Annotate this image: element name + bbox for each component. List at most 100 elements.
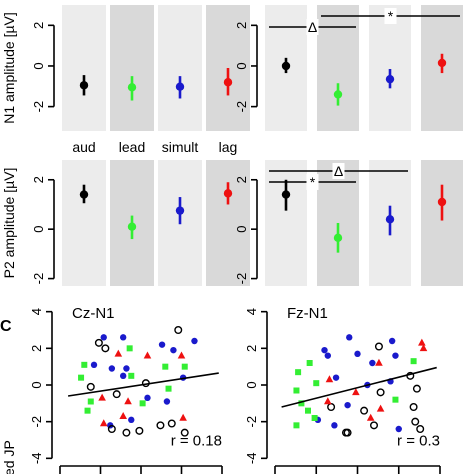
condition-strip-lead — [317, 5, 359, 131]
y-tick-label: -2 — [244, 416, 259, 428]
scatter-point-square — [392, 396, 399, 403]
scatter-point-filled-circle — [144, 394, 151, 402]
condition-label-lag: lag — [219, 139, 238, 155]
scatter-point-open-circle — [107, 425, 116, 434]
condition-strip-aud — [265, 160, 307, 286]
scatter-point-square — [87, 398, 94, 405]
scatter-point-open-circle — [156, 421, 165, 430]
y-tick-label: 2 — [234, 176, 249, 183]
y-tick-label: -2 — [234, 273, 249, 285]
panel-letter: C — [0, 318, 12, 335]
scatter-point-filled-circle — [163, 398, 171, 405]
mean-point-lead — [127, 222, 137, 231]
scatter-point-filled-circle — [90, 361, 98, 369]
y-tick-label: 0 — [29, 381, 44, 388]
scatter-point-square — [139, 400, 146, 407]
scatter-point-filled-circle — [331, 422, 338, 429]
condition-strip-lag — [206, 160, 250, 286]
y-tick-label: 0 — [234, 226, 249, 233]
scatter-point-filled-circle — [324, 352, 331, 359]
y-tick-label: 4 — [244, 308, 259, 315]
scatter-point-square — [293, 422, 300, 429]
scatter-point-filled-circle — [369, 359, 376, 367]
scatter-point-triangle — [418, 338, 426, 346]
correlation-label: r = 0.3 — [397, 433, 440, 450]
y-axis-label: N1 amplitude [µV] — [1, 12, 17, 124]
bracket-gap — [306, 19, 319, 35]
y-axis-label: P2 amplitude [µV] — [1, 168, 17, 279]
scatter-point-triangle — [366, 413, 375, 421]
scatter-point-filled-circle — [128, 416, 135, 424]
scatter-point-triangle — [98, 393, 106, 401]
scatter-point-open-circle — [376, 388, 385, 397]
scatter-point-filled-circle — [332, 374, 340, 381]
condition-strip-simult — [369, 5, 411, 131]
scatter-point-square — [181, 363, 188, 370]
scatter-point-filled-circle — [321, 346, 328, 354]
scatter-point-triangle — [143, 351, 152, 359]
scatter-point-open-circle — [94, 338, 103, 347]
scatter-point-filled-circle — [392, 352, 399, 359]
condition-strip-aud — [62, 5, 106, 131]
scatter-point-triangle — [324, 397, 332, 405]
condition-strip-aud — [62, 160, 106, 286]
significance-symbol: * — [388, 8, 394, 24]
scatter-point-open-circle — [135, 426, 144, 435]
scatter-point-square — [81, 361, 88, 368]
condition-label-lead: lead — [119, 139, 145, 155]
scatter-point-square — [305, 407, 311, 414]
scatter-point-triangle — [124, 397, 132, 405]
scatter-point-square — [306, 360, 313, 366]
mean-point-lag — [223, 189, 233, 198]
condition-strip-lead — [110, 5, 154, 131]
scatter-point-triangle — [99, 419, 108, 427]
scatter-point-open-circle — [409, 403, 418, 412]
scatter-point-square — [298, 400, 305, 407]
mean-point-simult — [175, 82, 185, 91]
scatter-point-open-circle — [412, 384, 421, 393]
scatter-point-square — [165, 385, 172, 392]
scatter-point-open-circle — [327, 403, 336, 412]
y-tick-label: 0 — [244, 381, 259, 388]
correlation-label: r = 0.18 — [171, 433, 222, 450]
scatter-point-filled-circle — [191, 337, 198, 345]
scatter-point-square — [84, 407, 91, 414]
mean-point-aud — [79, 190, 89, 199]
scatter-point-filled-circle — [395, 425, 402, 433]
mean-point-lag — [437, 58, 447, 68]
scatter-point-open-circle — [343, 428, 352, 437]
scatter-point-square — [162, 363, 169, 370]
scatter-point-square — [410, 358, 417, 365]
scatter-point-open-circle — [174, 326, 183, 335]
scatter-point-triangle — [325, 375, 334, 383]
scatter-point-filled-circle — [158, 341, 166, 348]
bracket-gap — [332, 163, 345, 179]
y-axis-label: ned JP — [1, 440, 17, 474]
y-tick-label: 0 — [31, 226, 46, 233]
y-tick-label: 2 — [244, 345, 259, 352]
y-tick-label: 2 — [31, 22, 46, 29]
y-tick-label: -2 — [31, 101, 46, 113]
y-tick-label: -2 — [31, 273, 46, 285]
scatter-point-filled-circle — [344, 401, 351, 409]
scatter-point-open-circle — [360, 406, 369, 415]
scatter-point-filled-circle — [108, 365, 116, 372]
scatter-point-triangle — [419, 344, 428, 352]
scatter-point-filled-circle — [388, 337, 396, 345]
significance-symbol: Δ — [308, 19, 317, 35]
y-tick-label: 2 — [31, 176, 46, 183]
y-tick-label: -4 — [244, 453, 259, 465]
scatter-point-open-circle — [370, 421, 379, 430]
scatter-point-open-circle — [416, 425, 425, 434]
scatter-point-triangle — [179, 413, 187, 421]
y-tick-label: -2 — [29, 416, 44, 428]
scatter-point-open-circle — [374, 342, 383, 351]
scatter-point-square — [128, 372, 135, 379]
mean-point-simult — [175, 206, 185, 215]
scatter-point-square — [313, 380, 320, 387]
scatter-point-filled-circle — [119, 372, 127, 380]
condition-strip-lag — [421, 160, 463, 286]
scatter-point-triangle — [119, 411, 127, 419]
scatter-point-open-circle — [167, 419, 176, 428]
bracket-gap — [306, 174, 319, 190]
